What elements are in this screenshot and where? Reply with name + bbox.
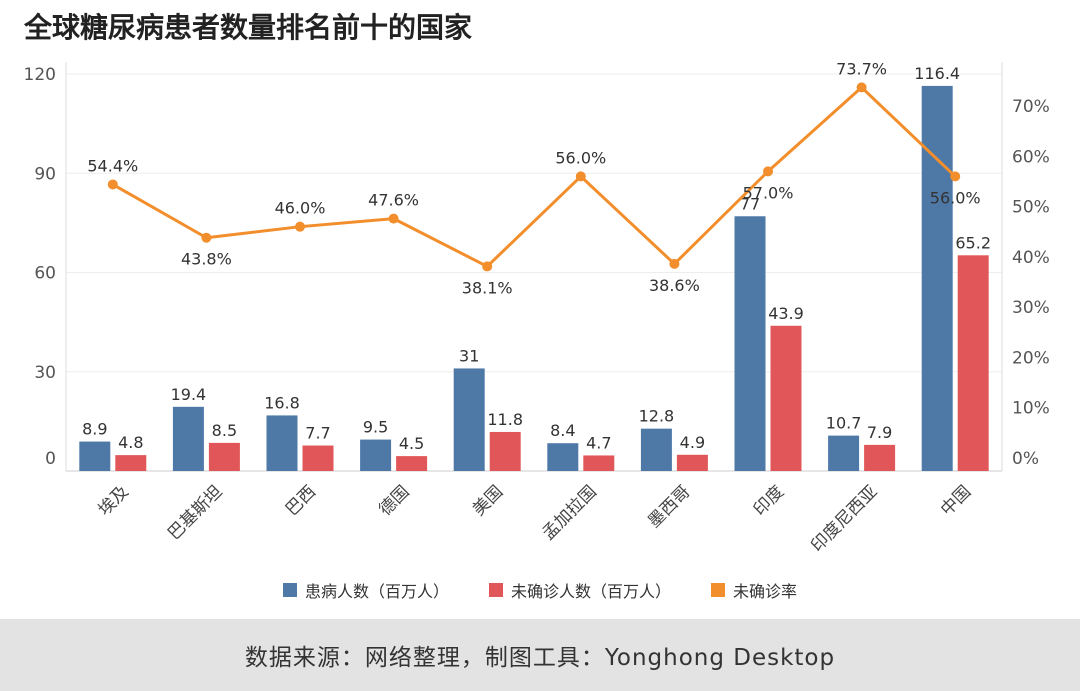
bar-patients <box>453 368 485 471</box>
point-undiagnosed-rate <box>669 258 680 269</box>
legend-label-patients: 患病人数（百万人） <box>304 582 449 601</box>
bar-label-undiagnosed: 43.9 <box>768 304 804 323</box>
bar-label-patients: 31 <box>459 346 479 365</box>
bar-undiagnosed <box>864 444 896 471</box>
y-right-tick-label: 70% <box>1012 97 1050 117</box>
x-category-label: 巴西 <box>282 482 320 520</box>
y-left-tick-label: 60 <box>34 264 56 284</box>
bar-patients <box>547 443 579 471</box>
y-right-tick-label: 60% <box>1012 147 1050 167</box>
bar-patients <box>79 441 111 471</box>
line-undiagnosed-rate <box>112 85 957 268</box>
y-left-tick-label: 90 <box>34 164 56 184</box>
bar-label-patients: 19.4 <box>171 385 207 404</box>
bar-label-undiagnosed: 7.7 <box>305 424 330 443</box>
y-right-tick-label: 0% <box>1012 449 1039 469</box>
bar-label-undiagnosed: 4.9 <box>680 433 705 452</box>
bar-undiagnosed <box>489 431 521 471</box>
bar-label-patients: 116.4 <box>914 64 960 83</box>
bar-label-patients: 77 <box>740 194 760 213</box>
point-label-undiagnosed-rate: 56.0% <box>930 188 981 207</box>
bar-patients <box>828 435 860 471</box>
point-undiagnosed-rate <box>201 232 212 243</box>
bar-label-undiagnosed: 11.8 <box>487 410 523 429</box>
point-undiagnosed-rate <box>763 166 773 177</box>
point-label-undiagnosed-rate: 54.4% <box>87 156 138 175</box>
legend-swatch-undiagnosed <box>488 583 503 597</box>
bar-undiagnosed <box>396 456 428 471</box>
x-category-label: 德国 <box>375 482 413 520</box>
bar-label-patients: 9.5 <box>363 418 388 437</box>
point-label-undiagnosed-rate: 38.6% <box>649 276 700 295</box>
y-left-tick-label: 30 <box>34 363 56 383</box>
chart-legend: 患病人数（百万人） 未确诊人数（百万人） 未确诊率 <box>0 578 1080 602</box>
legend-item-undiagnosed: 未确诊人数（百万人） <box>488 578 671 602</box>
bar-label-undiagnosed: 65.2 <box>955 233 991 252</box>
bar-undiagnosed <box>676 454 708 471</box>
x-category-label: 孟加拉国 <box>539 482 601 544</box>
bar-patients <box>266 415 298 471</box>
legend-item-patients: 患病人数（百万人） <box>282 578 449 602</box>
bar-label-patients: 10.7 <box>826 414 862 433</box>
y-right-tick-label: 10% <box>1012 399 1050 419</box>
bar-patients <box>921 85 953 471</box>
point-label-undiagnosed-rate: 47.6% <box>368 191 419 210</box>
legend-swatch-undiagnosed-rate <box>711 583 725 597</box>
point-label-undiagnosed-rate: 38.1% <box>462 278 513 297</box>
y-right-tick-label: 20% <box>1012 348 1050 368</box>
x-category-label: 印度尼西亚 <box>807 482 881 556</box>
y-left-tick-label: 0 <box>45 449 56 469</box>
bar-undiagnosed <box>583 455 615 471</box>
legend-label-undiagnosed-rate: 未确诊率 <box>733 582 798 601</box>
bar-patients <box>640 428 672 471</box>
bar-label-undiagnosed: 4.8 <box>118 433 143 452</box>
source-footer: 数据来源：网络整理，制图工具：Yonghong Desktop <box>0 619 1080 691</box>
point-undiagnosed-rate <box>575 171 586 182</box>
point-undiagnosed-rate <box>482 261 493 272</box>
point-label-undiagnosed-rate: 57.0% <box>743 183 794 202</box>
bar-label-undiagnosed: 4.7 <box>586 433 611 452</box>
point-label-undiagnosed-rate: 73.7% <box>836 59 887 78</box>
x-category-label: 埃及 <box>95 482 133 520</box>
y-right-tick-label: 30% <box>1012 298 1050 318</box>
x-category-label: 美国 <box>469 482 507 520</box>
point-undiagnosed-rate <box>107 179 118 190</box>
bar-label-patients: 8.4 <box>550 421 575 440</box>
point-undiagnosed-rate <box>856 82 867 93</box>
bar-undiagnosed <box>957 255 989 471</box>
x-category-label: 印度 <box>750 482 788 520</box>
x-category-label: 巴基斯坦 <box>164 482 226 544</box>
bar-patients <box>360 439 392 471</box>
point-undiagnosed-rate <box>950 171 961 182</box>
point-undiagnosed-rate <box>295 221 305 232</box>
x-category-label: 中国 <box>937 482 975 520</box>
combo-chart: 0 30 60 90 120 0% 10% 20% 30% 40% 50% 60% 70% 8.9 4.8 埃… <box>24 59 1050 556</box>
point-label-undiagnosed-rate: 43.8% <box>181 250 232 269</box>
legend-label-undiagnosed: 未确诊人数（百万人） <box>510 582 671 601</box>
legend-swatch-patients <box>282 583 297 597</box>
bar-label-undiagnosed: 8.5 <box>212 421 237 440</box>
legend-item-undiagnosed-rate: 未确诊率 <box>711 578 797 602</box>
y-right-tick-label: 40% <box>1012 248 1050 268</box>
point-label-undiagnosed-rate: 46.0% <box>275 199 326 218</box>
chart-title: 全球糖尿病患者数量排名前十的国家 <box>24 11 473 44</box>
bar-label-patients: 12.8 <box>639 407 675 426</box>
point-undiagnosed-rate <box>388 213 399 224</box>
bar-undiagnosed <box>115 455 147 471</box>
point-label-undiagnosed-rate: 56.0% <box>555 148 606 167</box>
bar-undiagnosed <box>302 445 334 471</box>
bar-patients <box>734 216 766 471</box>
y-right-tick-label: 50% <box>1012 198 1050 218</box>
bar-label-patients: 16.8 <box>264 393 300 412</box>
y-left-tick-label: 120 <box>24 65 56 85</box>
bar-undiagnosed <box>770 325 802 471</box>
bar-undiagnosed <box>208 442 240 471</box>
bar-patients <box>172 406 204 471</box>
bar-label-undiagnosed: 7.9 <box>867 423 892 442</box>
bar-label-undiagnosed: 4.5 <box>399 434 424 453</box>
x-category-label: 墨西哥 <box>644 482 694 532</box>
bar-label-patients: 8.9 <box>82 420 107 439</box>
